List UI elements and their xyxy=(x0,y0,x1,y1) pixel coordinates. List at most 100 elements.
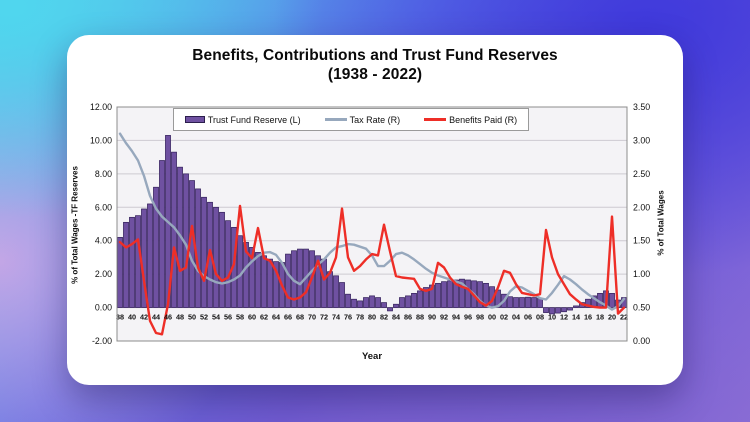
x-axis-title: Year xyxy=(361,351,383,362)
trust-fund-reserve-bar xyxy=(447,280,453,308)
right-axis-tick: 3.00 xyxy=(633,135,650,145)
trust-fund-reserve-bar xyxy=(465,279,471,308)
chart-legend: Trust Fund Reserve (L) Tax Rate (R) Bene… xyxy=(173,108,529,131)
x-axis-tick: 52 xyxy=(200,313,208,322)
x-axis-tick: 80 xyxy=(368,313,376,322)
trust-fund-reserve-bar xyxy=(297,248,303,308)
trust-fund-reserve-bar xyxy=(387,307,393,312)
x-axis-tick: 04 xyxy=(512,313,521,322)
trust-fund-reserve-bar xyxy=(147,203,153,308)
x-axis-tick: 12 xyxy=(560,313,568,322)
x-axis-tick: 84 xyxy=(392,313,401,322)
x-axis-tick: 88 xyxy=(416,313,424,322)
trust-fund-reserve-bar xyxy=(363,297,369,308)
trust-fund-reserve-bar xyxy=(345,293,351,308)
trust-fund-reserve-bar xyxy=(213,206,219,308)
legend-item-trust-fund-reserve: Trust Fund Reserve (L) xyxy=(184,114,301,125)
trust-fund-reserve-bar xyxy=(543,307,549,313)
combo-chart: 12.00 3.50 10.00 3.00 8.00 2.50 6.00 2.00 4.00 1.… xyxy=(90,102,650,346)
x-axis-tick: 54 xyxy=(212,313,221,322)
trust-fund-reserve-bar xyxy=(117,237,123,308)
trust-fund-reserve-bar xyxy=(441,281,447,308)
legend-label: Benefits Paid (R) xyxy=(449,114,518,125)
trust-fund-reserve-bar xyxy=(585,298,591,308)
trust-fund-reserve-bar xyxy=(513,297,519,308)
left-axis-tick: 8.00 xyxy=(95,169,112,179)
trust-fund-reserve-bar xyxy=(369,295,375,308)
trust-fund-reserve-bar xyxy=(285,253,291,308)
trust-fund-reserve-bar xyxy=(225,220,231,308)
x-axis-tick: 74 xyxy=(332,313,341,322)
trust-fund-reserve-bar xyxy=(549,307,555,315)
x-axis-tick: 42 xyxy=(140,313,148,322)
trust-fund-reserve-bar xyxy=(153,186,159,308)
x-axis-tick: 92 xyxy=(440,313,448,322)
trust-fund-reserve-bar xyxy=(255,252,261,308)
legend-label: Trust Fund Reserve (L) xyxy=(207,114,301,125)
chart-card: Benefits, Contributions and Trust Fund R… xyxy=(67,35,683,385)
x-axis-tick: 06 xyxy=(524,313,532,322)
left-axis-tick: 6.00 xyxy=(95,202,112,212)
trust-fund-reserve-bar xyxy=(555,307,561,314)
left-axis-tick: -2.00 xyxy=(92,336,112,346)
trust-fund-reserve-bar xyxy=(459,278,465,308)
trust-fund-reserve-bar xyxy=(201,196,207,308)
trust-fund-reserve-bar xyxy=(567,307,573,311)
x-axis-tick: 22 xyxy=(620,313,628,322)
left-axis-tick: 2.00 xyxy=(95,269,112,279)
trust-fund-reserve-bar xyxy=(327,271,333,308)
x-axis-tick: 68 xyxy=(296,313,304,322)
trust-fund-reserve-bar xyxy=(519,297,525,308)
left-axis-tick: 4.00 xyxy=(95,236,112,246)
trust-fund-reserve-bar xyxy=(351,298,357,308)
trust-fund-reserve-bar xyxy=(375,297,381,308)
tax-rate-line-swatch xyxy=(324,118,347,121)
trust-fund-reserve-bar xyxy=(525,296,531,308)
trust-fund-reserve-bar xyxy=(393,303,399,308)
trust-fund-reserve-bar xyxy=(273,261,279,308)
trust-fund-reserve-bar xyxy=(129,216,135,308)
x-axis-tick: 98 xyxy=(476,313,484,322)
trust-fund-reserve-bar xyxy=(507,296,513,308)
benefits-paid-line-swatch xyxy=(424,118,447,121)
x-axis-tick: 70 xyxy=(308,313,316,322)
trust-fund-reserve-bar xyxy=(321,258,327,308)
trust-fund-reserve-bar xyxy=(339,282,345,308)
trust-fund-reserve-bar xyxy=(333,275,339,308)
x-axis-tick: 82 xyxy=(380,313,388,322)
x-axis-tick: 86 xyxy=(404,313,412,322)
x-axis-tick: 44 xyxy=(152,313,161,322)
x-axis-tick: 78 xyxy=(356,313,364,322)
x-axis-tick: 90 xyxy=(428,313,436,322)
trust-fund-reserve-bar xyxy=(435,282,441,308)
x-axis-tick: 18 xyxy=(596,313,604,322)
trust-fund-reserve-bar xyxy=(135,215,141,308)
trust-fund-reserve-bar xyxy=(423,287,429,308)
trust-fund-reserve-bar xyxy=(381,302,387,308)
x-axis-tick: 08 xyxy=(536,313,544,322)
trust-fund-reserve-bar xyxy=(561,307,567,313)
trust-fund-reserve-bar xyxy=(159,160,165,308)
plot-border xyxy=(116,106,628,342)
right-axis-tick: 3.50 xyxy=(633,102,650,112)
x-axis-tick: 76 xyxy=(344,313,352,322)
benefits-paid-line xyxy=(118,204,626,336)
x-axis-tick: 96 xyxy=(464,313,472,322)
legend-item-tax-rate: Tax Rate (R) xyxy=(324,114,401,125)
x-axis-tick: 46 xyxy=(164,313,172,322)
trust-fund-reserve-bar xyxy=(417,290,423,308)
right-axis-tick: 2.50 xyxy=(633,169,650,179)
x-axis-tick: 10 xyxy=(548,313,556,322)
right-axis-tick: 2.00 xyxy=(633,202,650,212)
left-axis-tick: 12.00 xyxy=(90,102,112,112)
trust-fund-reserve-bar xyxy=(531,297,537,308)
trust-fund-reserve-bar xyxy=(261,255,267,308)
trust-fund-reserve-bar xyxy=(483,282,489,308)
trust-fund-reserve-bar xyxy=(573,305,579,308)
x-axis-tick: 64 xyxy=(272,313,281,322)
x-axis-tick: 20 xyxy=(608,313,616,322)
legend-label: Tax Rate (R) xyxy=(349,114,401,125)
chart-title: Benefits, Contributions and Trust Fund R… xyxy=(67,46,683,84)
x-axis-tick: 50 xyxy=(188,313,196,322)
x-axis-tick: 66 xyxy=(284,313,292,322)
